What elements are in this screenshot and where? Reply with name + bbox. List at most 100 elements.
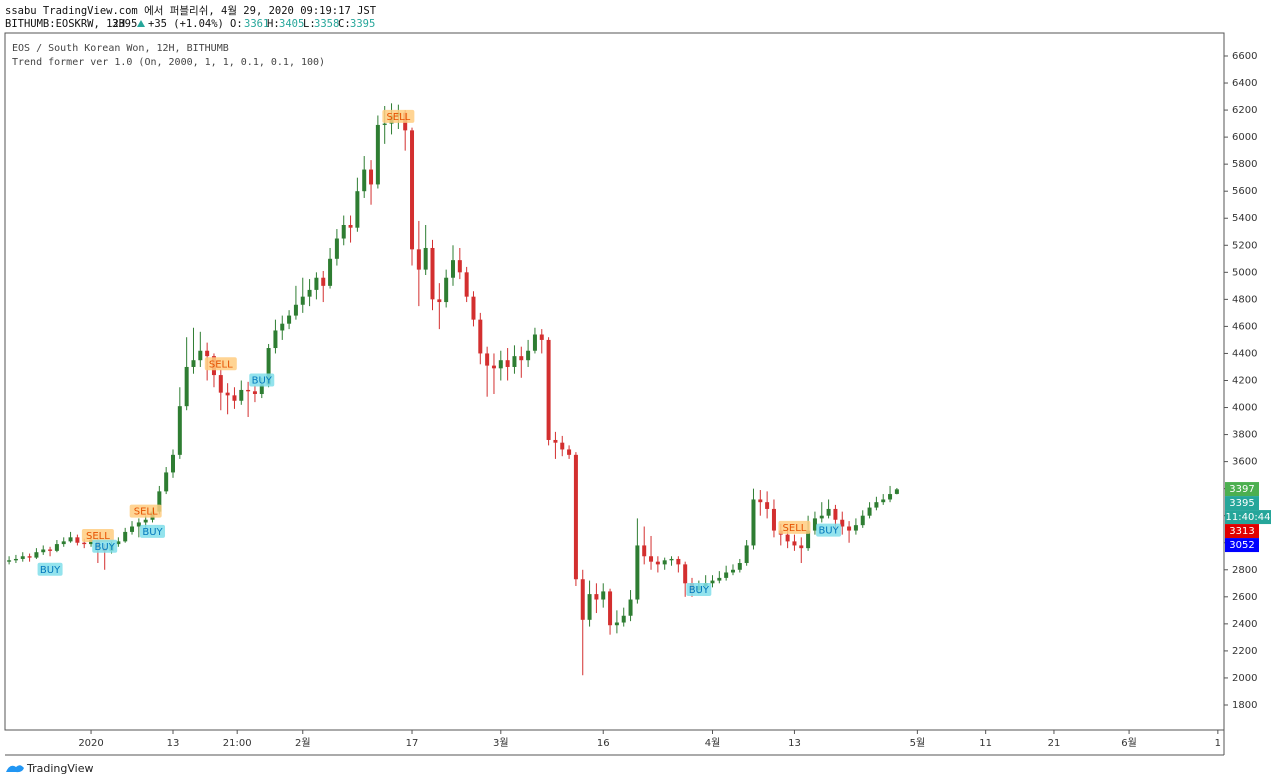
candle-body bbox=[546, 339, 551, 440]
candle-body bbox=[853, 525, 858, 531]
candle-body bbox=[300, 296, 305, 305]
candle-body bbox=[68, 537, 73, 542]
candle-body bbox=[833, 508, 838, 520]
candle-body bbox=[676, 558, 681, 565]
candle-body bbox=[416, 249, 421, 270]
y-tick-label: 4200 bbox=[1232, 375, 1257, 386]
x-tick-label: 4월 bbox=[705, 737, 721, 749]
candle-body bbox=[642, 545, 647, 557]
x-tick-label: 21:00 bbox=[223, 738, 252, 749]
y-tick-label: 2600 bbox=[1232, 592, 1257, 603]
x-tick-label: 17 bbox=[406, 738, 419, 749]
candle-body bbox=[649, 556, 654, 562]
signal-label: SELL bbox=[86, 531, 110, 542]
signal-label: BUY bbox=[252, 375, 273, 386]
candle-body bbox=[573, 454, 578, 580]
candle-body bbox=[806, 530, 811, 549]
x-tick-label: 6월 bbox=[1121, 737, 1137, 749]
candle-body bbox=[512, 356, 517, 367]
candle-body bbox=[464, 272, 469, 297]
y-tick-label: 4800 bbox=[1232, 294, 1257, 305]
candle-body bbox=[594, 594, 599, 600]
candle-body bbox=[170, 454, 175, 473]
candle-body bbox=[785, 534, 790, 542]
up-arrow bbox=[137, 20, 145, 27]
candle-body bbox=[662, 560, 667, 565]
x-tick-label: 16 bbox=[597, 738, 610, 749]
candle-body bbox=[328, 258, 333, 286]
candle-body bbox=[539, 334, 544, 340]
candle-body bbox=[48, 549, 53, 551]
candle-body bbox=[635, 545, 640, 600]
candle-body bbox=[164, 472, 169, 492]
y-tick-label: 5600 bbox=[1232, 186, 1257, 197]
candle-body bbox=[799, 545, 804, 549]
candle-body bbox=[355, 191, 360, 228]
price-badge-label: 3052 bbox=[1229, 540, 1254, 551]
candle-body bbox=[601, 591, 606, 600]
candle-body bbox=[874, 502, 879, 508]
candle-body bbox=[321, 277, 326, 286]
candle-body bbox=[375, 124, 380, 185]
candle-body bbox=[717, 577, 722, 581]
x-tick-label: 1 bbox=[1215, 738, 1221, 749]
candle-body bbox=[82, 542, 87, 545]
countdown-badge bbox=[1225, 510, 1271, 525]
signal-label: BUY bbox=[142, 527, 163, 538]
candle-body bbox=[232, 395, 237, 401]
candle-body bbox=[362, 169, 367, 192]
candle-body bbox=[553, 439, 558, 443]
open-value: 3361 bbox=[244, 18, 269, 30]
x-tick-label: 5월 bbox=[910, 737, 926, 749]
candle-body bbox=[888, 494, 893, 500]
countdown-label: 11:40:44 bbox=[1226, 512, 1271, 523]
logo-icon bbox=[6, 765, 24, 773]
candle-body bbox=[526, 350, 531, 361]
y-tick-label: 5200 bbox=[1232, 240, 1257, 251]
price-badge bbox=[1225, 538, 1259, 553]
candle-body bbox=[450, 260, 455, 278]
candle-body bbox=[382, 123, 387, 125]
y-tick-label: 3600 bbox=[1232, 457, 1257, 468]
candle-body bbox=[792, 541, 797, 546]
signal-badge bbox=[816, 523, 842, 537]
candle-body bbox=[348, 224, 353, 228]
signal-badge bbox=[204, 357, 237, 371]
candle-body bbox=[457, 260, 462, 273]
price-badge bbox=[1225, 482, 1259, 497]
close-label: C: bbox=[338, 18, 351, 30]
y-tick-label: 6200 bbox=[1232, 105, 1257, 116]
y-tick-label: 5800 bbox=[1232, 159, 1257, 170]
y-tick-label: 6400 bbox=[1232, 78, 1257, 89]
candle-body bbox=[812, 518, 817, 531]
candle-body bbox=[710, 580, 715, 584]
candle-body bbox=[75, 537, 80, 543]
y-tick-label: 4400 bbox=[1232, 348, 1257, 359]
candle-body bbox=[532, 334, 537, 351]
price-badge-label: 3395 bbox=[1229, 498, 1254, 509]
candle-body bbox=[628, 599, 633, 616]
candle-body bbox=[614, 622, 619, 626]
x-tick-label: 11 bbox=[979, 738, 992, 749]
high-value: 3405 bbox=[279, 18, 304, 30]
candle-body bbox=[259, 384, 264, 395]
candle-body bbox=[860, 515, 865, 526]
low-value: 3358 bbox=[314, 18, 339, 30]
x-tick-label: 21 bbox=[1048, 738, 1061, 749]
candle-body bbox=[123, 531, 128, 542]
change: +35 (+1.04%) bbox=[148, 18, 224, 30]
price-badge-label: 3397 bbox=[1229, 484, 1254, 495]
candle-body bbox=[840, 519, 845, 527]
candle-body bbox=[819, 515, 824, 519]
y-tick-label: 5400 bbox=[1232, 213, 1257, 224]
y-tick-label: 2400 bbox=[1232, 619, 1257, 630]
y-tick-label: 3800 bbox=[1232, 430, 1257, 441]
candle-body bbox=[826, 508, 831, 516]
candle-body bbox=[7, 560, 12, 562]
candle-body bbox=[280, 323, 285, 331]
signal-label: SELL bbox=[783, 523, 807, 534]
brand: TradingView bbox=[26, 762, 93, 775]
open-label: O: bbox=[230, 18, 243, 30]
